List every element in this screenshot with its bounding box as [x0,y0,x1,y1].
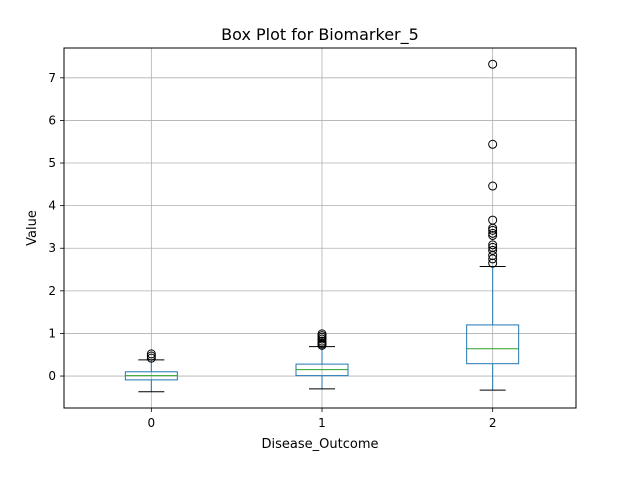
outlier-point [488,225,498,235]
box-1 [295,329,349,390]
outlier-point [488,242,498,252]
outlier-point [146,353,156,363]
outlier-point [488,181,498,191]
outlier-point [488,240,498,250]
box-2 [466,59,520,391]
x-tick-label: 1 [318,416,326,430]
plot-frame [63,47,577,409]
outlier-point [488,139,498,149]
outlier-point [488,245,498,255]
outlier-point [317,329,327,339]
outlier-point [488,228,498,238]
outlier-point [488,59,498,69]
axes: 0 1 2 3 4 5 6 7 0 1 2 [48,71,496,430]
outlier-point [488,215,498,225]
chart-title: Box Plot for Biomarker_5 [221,25,419,45]
y-tick-label: 5 [48,156,56,170]
y-tick-label: 6 [48,113,56,127]
y-tick-label: 2 [48,284,56,298]
box-series [124,59,520,393]
x-tick-label: 0 [148,416,156,430]
y-tick-label: 3 [48,241,56,255]
outlier-point [146,349,156,359]
y-tick-label: 4 [48,199,56,213]
y-tick-label: 7 [48,71,56,85]
grid-lines [64,48,576,408]
outlier-point [317,336,327,346]
outlier-point [146,351,156,361]
outlier-point [488,254,498,264]
y-tick-label: 1 [48,326,56,340]
x-tick-label: 2 [489,416,497,430]
y-axis-label: Value [25,210,40,246]
x-axis-label: Disease_Outcome [262,437,379,452]
outlier-point [488,230,498,240]
y-tick-label: 0 [48,369,56,383]
box-0 [124,349,178,393]
iqr-box [466,324,520,365]
